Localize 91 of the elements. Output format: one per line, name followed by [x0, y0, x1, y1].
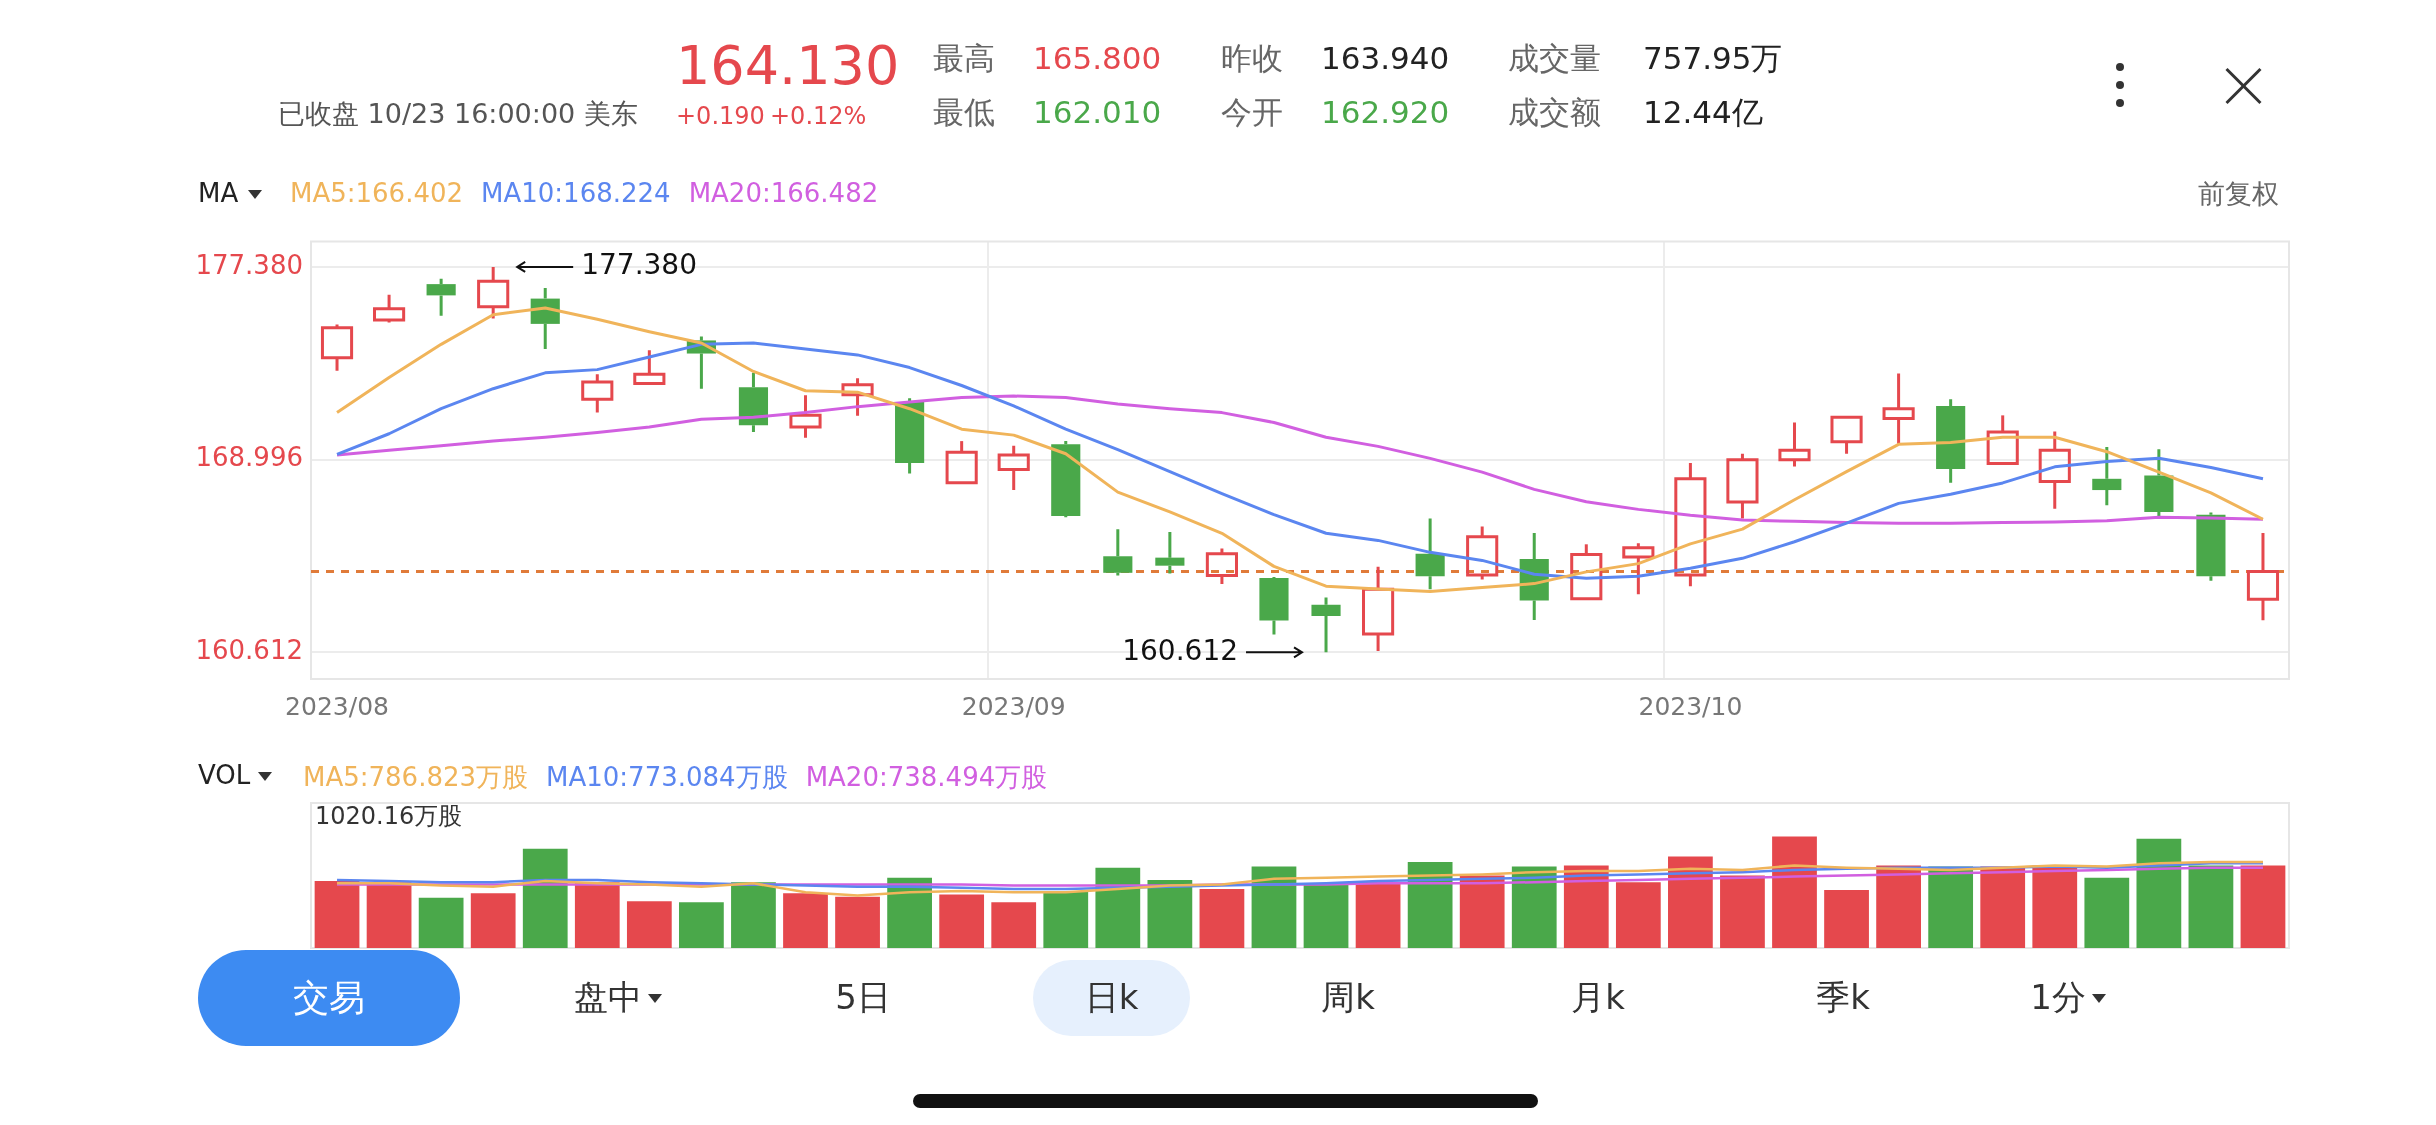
text: +0.12%	[770, 102, 867, 131]
bar	[1615, 882, 1661, 948]
annotation: 177.380	[581, 248, 697, 282]
bar	[2136, 838, 2182, 948]
bar	[939, 894, 985, 948]
bar	[314, 881, 360, 948]
bar	[1147, 879, 1193, 948]
text: +0.190	[676, 102, 765, 131]
text: 成交额	[1508, 94, 1601, 132]
candlestick	[2246, 533, 2280, 621]
x-tick-label: 2023/09	[961, 691, 1066, 721]
candlestick	[789, 395, 822, 438]
text: 12.44亿	[1643, 94, 1763, 132]
candlestick	[1986, 415, 2019, 465]
text: 最低	[933, 94, 995, 132]
text: MA5:166.402	[290, 178, 464, 208]
text: 757.95万	[1643, 40, 1783, 78]
bar	[1251, 866, 1297, 948]
bar	[1511, 866, 1557, 948]
candlestick	[1622, 543, 1655, 595]
bar	[1095, 867, 1141, 948]
candlestick	[581, 374, 614, 413]
text: 昨收	[1221, 40, 1283, 78]
text: 周k	[1321, 976, 1375, 1019]
chart-subtitle: 已收盘 10/23 16:00:00 美东	[278, 98, 638, 131]
bar	[1199, 888, 1245, 948]
candlestick	[1674, 462, 1707, 587]
text: MA20:738.494万股	[805, 761, 1048, 794]
y-tick-label: 177.380	[195, 249, 303, 280]
candlestick	[997, 445, 1030, 491]
text: 5日	[835, 976, 891, 1019]
text: 前复权	[2198, 178, 2279, 211]
bar	[1772, 836, 1817, 948]
text: 1020.16万股	[315, 802, 463, 831]
text: MA10:168.224	[481, 178, 671, 208]
bar	[679, 902, 724, 948]
candlestick	[1882, 373, 1915, 444]
candlestick	[1726, 453, 1759, 519]
candlestick	[1830, 415, 1863, 454]
text: 盘中	[574, 976, 642, 1019]
text: 月k	[1571, 976, 1625, 1019]
text: 成交量	[1508, 40, 1601, 78]
bar	[1043, 891, 1089, 948]
text: 最高	[933, 40, 995, 78]
candlestick	[1570, 544, 1603, 601]
text: 季k	[1816, 976, 1870, 1019]
text: MA	[198, 178, 239, 210]
text: 交易	[293, 975, 365, 1020]
text: 日k	[1084, 976, 1139, 1019]
bar	[1355, 882, 1401, 948]
bar	[470, 893, 516, 948]
text: 1分	[2030, 976, 2086, 1019]
text: 162.010	[1033, 94, 1162, 132]
text: MA20:166.482	[688, 178, 879, 208]
bar	[1980, 866, 2026, 948]
annotation: 160.612	[1122, 633, 1239, 667]
bar	[1459, 875, 1505, 948]
bar	[2188, 865, 2234, 948]
bar	[2240, 865, 2286, 948]
bar	[835, 896, 880, 948]
text: 164.130	[676, 34, 900, 99]
text: 163.940	[1321, 40, 1450, 78]
bar	[522, 848, 568, 948]
x-tick-label: 2023/08	[285, 691, 389, 721]
bar	[2032, 865, 2078, 948]
bar	[991, 902, 1037, 948]
text: 今开	[1221, 94, 1283, 132]
bar	[2084, 877, 2130, 948]
text: 162.920	[1321, 94, 1450, 132]
candlestick	[1778, 422, 1811, 467]
bar	[1876, 865, 1921, 948]
text: MA5:786.823万股	[303, 761, 529, 794]
bar	[1303, 884, 1349, 948]
text: VOL	[198, 760, 251, 792]
bar	[783, 893, 828, 948]
bar	[1720, 875, 1765, 948]
candlestick	[2038, 431, 2071, 509]
text: 165.800	[1033, 40, 1162, 78]
y-tick-label: 160.612	[195, 635, 303, 666]
bar	[574, 882, 620, 948]
candlestick	[738, 372, 769, 432]
x-tick-label: 2023/10	[1638, 691, 1743, 721]
bar	[418, 897, 464, 948]
bar	[731, 882, 776, 948]
bar	[626, 901, 672, 948]
candlestick	[633, 350, 666, 385]
candlestick	[477, 266, 510, 319]
text: MA10:773.084万股	[546, 761, 788, 794]
y-tick-label: 168.996	[195, 442, 303, 473]
bar	[1668, 856, 1713, 948]
bar	[1824, 890, 1869, 948]
